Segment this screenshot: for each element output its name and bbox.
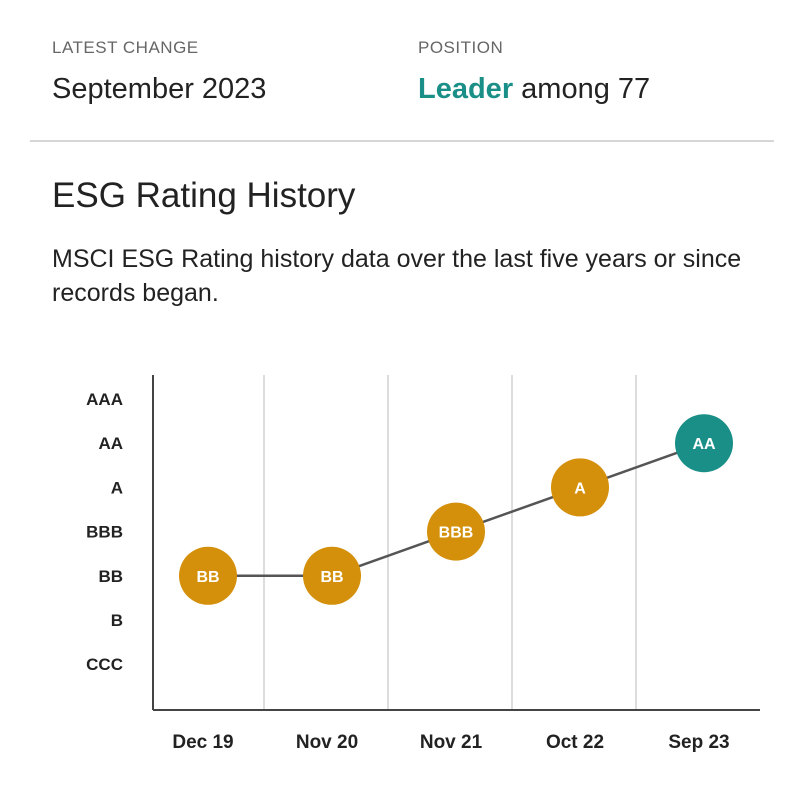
y-tick-label: BB bbox=[98, 567, 123, 586]
section-title: ESG Rating History bbox=[52, 176, 356, 215]
rating-point bbox=[551, 458, 609, 517]
rating-point bbox=[303, 546, 361, 605]
position-highlight: Leader bbox=[418, 73, 514, 105]
axis-layer bbox=[152, 375, 760, 711]
rating-point-label: A bbox=[574, 480, 586, 497]
divider bbox=[30, 140, 774, 142]
y-tick-label: BBB bbox=[86, 523, 123, 542]
position-value: Leader among 77 bbox=[418, 73, 650, 106]
rating-point-label: BBB bbox=[439, 525, 474, 542]
rating-point bbox=[427, 502, 485, 561]
position-label: POSITION bbox=[418, 38, 504, 57]
x-tick-label: Nov 20 bbox=[296, 732, 358, 753]
section-description: MSCI ESG Rating history data over the la… bbox=[52, 245, 742, 307]
rating-point-label: AA bbox=[692, 436, 716, 453]
x-tick-label: Nov 21 bbox=[420, 732, 483, 753]
x-tick-label: Oct 22 bbox=[546, 732, 604, 753]
y-tick-label: CCC bbox=[86, 655, 123, 674]
x-tick-label: Sep 23 bbox=[668, 732, 729, 753]
rating-point-label: BB bbox=[320, 569, 343, 586]
x-tick-label: Dec 19 bbox=[172, 732, 233, 753]
grid-layer bbox=[263, 375, 637, 710]
x-tick-labels: Dec 19 Nov 20 Nov 21 Oct 22 Sep 23 bbox=[172, 732, 729, 753]
y-tick-label: AA bbox=[98, 434, 123, 453]
y-tick-label: B bbox=[111, 611, 123, 630]
y-tick-label: A bbox=[111, 478, 123, 497]
position-rest: among 77 bbox=[513, 73, 651, 105]
latest-change-value: September 2023 bbox=[52, 73, 267, 105]
rating-point-label: BB bbox=[196, 569, 219, 586]
rating-point bbox=[179, 546, 237, 605]
latest-change-label: LATEST CHANGE bbox=[52, 38, 199, 57]
rating-point bbox=[675, 414, 733, 473]
y-tick-label: AAA bbox=[86, 390, 123, 409]
